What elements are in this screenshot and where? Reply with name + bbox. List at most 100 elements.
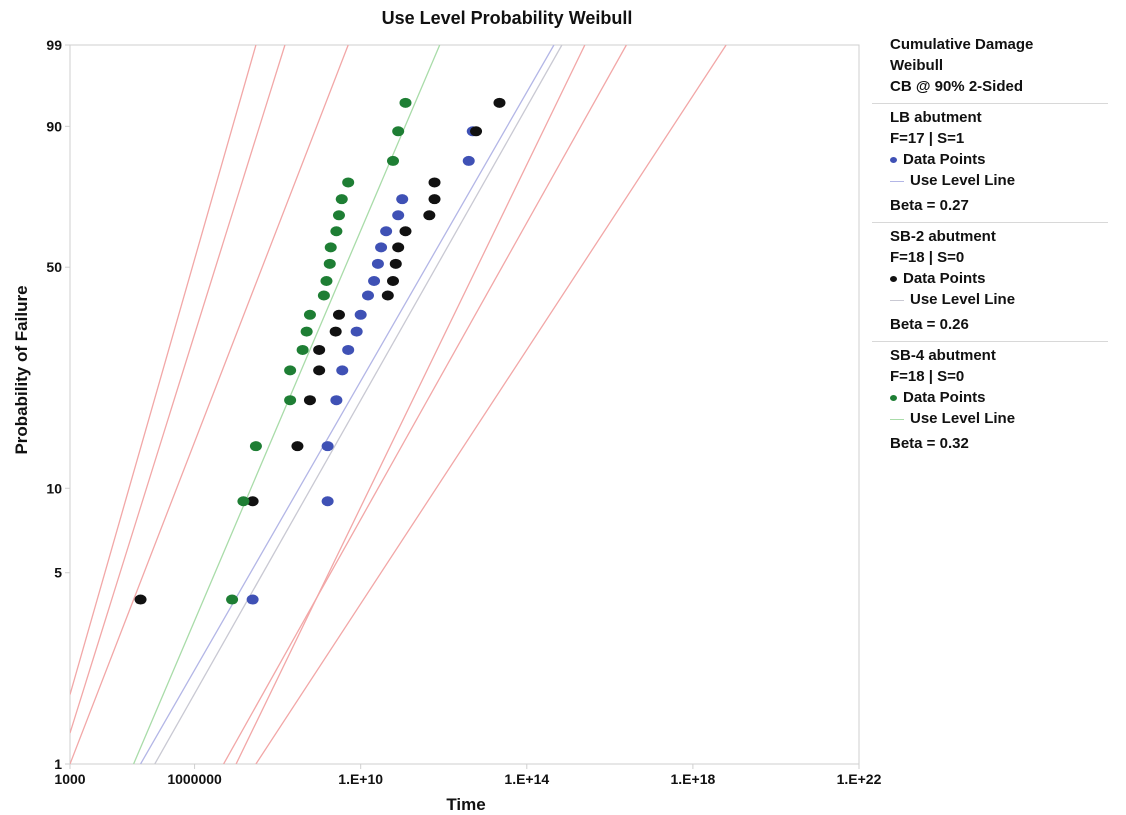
legend-line-icon xyxy=(890,418,904,420)
legend-header-line: Weibull xyxy=(890,57,944,74)
data-point xyxy=(380,226,393,237)
data-point xyxy=(291,441,304,452)
y-tick-label: 90 xyxy=(46,118,62,134)
legend-series-lb: LB abutment F=17 | S=1 Data Points Use L… xyxy=(872,104,1108,223)
data-point xyxy=(330,395,343,406)
y-tick-label: 50 xyxy=(46,259,62,275)
confidence-bound-line xyxy=(70,45,349,764)
data-point xyxy=(386,276,399,287)
legend-header-line: Cumulative Damage xyxy=(890,36,1034,53)
data-point xyxy=(332,210,345,221)
data-point xyxy=(303,309,316,320)
legend-series-stats: F=18 | S=0 xyxy=(890,368,965,385)
data-point xyxy=(284,365,297,376)
x-tick-label: 1000000 xyxy=(167,771,222,787)
data-point xyxy=(361,290,374,301)
data-point xyxy=(249,441,262,452)
legend-series-name: SB-4 abutment xyxy=(890,347,996,364)
data-point xyxy=(428,194,441,205)
use-level-line xyxy=(154,45,563,764)
data-point xyxy=(313,365,326,376)
y-tick-label: 5 xyxy=(54,565,62,581)
legend-header-line: CB @ 90% 2-Sided xyxy=(890,78,1023,95)
legend-line-label: Use Level Line xyxy=(910,410,1016,427)
data-point xyxy=(392,242,405,253)
confidence-bound-line xyxy=(255,45,727,764)
legend-line-entry: Use Level Line xyxy=(872,408,1108,429)
data-point xyxy=(354,309,367,320)
data-point xyxy=(350,326,363,337)
data-point xyxy=(323,258,336,269)
x-tick-label: 1.E+18 xyxy=(671,771,716,787)
data-point xyxy=(342,177,355,188)
data-point xyxy=(396,194,409,205)
data-point xyxy=(284,395,297,406)
data-point xyxy=(386,155,399,166)
x-axis-ticks: 1000 1000000 1.E+10 1.E+14 1.E+18 1.E+22 xyxy=(54,764,882,787)
data-point xyxy=(371,258,384,269)
data-point xyxy=(134,594,147,605)
x-axis-label: Time xyxy=(446,795,485,814)
legend-series-sb4: SB-4 abutment F=18 | S=0 Data Points Use… xyxy=(872,342,1108,460)
data-point xyxy=(329,326,342,337)
legend-series-stats: F=17 | S=1 xyxy=(890,130,965,147)
legend-beta: Beta = 0.27 xyxy=(890,197,969,214)
data-point xyxy=(300,326,313,337)
data-points xyxy=(134,97,506,605)
data-point xyxy=(320,276,333,287)
data-point xyxy=(296,344,309,355)
data-point xyxy=(303,395,316,406)
confidence-bound-line xyxy=(70,45,286,734)
legend-dot-icon xyxy=(890,395,897,402)
legend-line-icon xyxy=(890,180,904,182)
use-level-line xyxy=(132,45,441,764)
legend-line-label: Use Level Line xyxy=(910,172,1016,189)
legend-points-label: Data Points xyxy=(903,389,986,406)
data-point xyxy=(237,496,250,507)
y-tick-label: 99 xyxy=(46,37,62,53)
legend: Cumulative Damage Weibull CB @ 90% 2-Sid… xyxy=(872,30,1108,460)
legend-line-entry: Use Level Line xyxy=(872,170,1108,191)
use-level-line xyxy=(139,45,555,764)
data-point xyxy=(428,177,441,188)
data-point xyxy=(470,126,483,137)
data-point xyxy=(381,290,394,301)
y-axis-label: Probability of Failure xyxy=(12,285,31,454)
legend-points-label: Data Points xyxy=(903,270,986,287)
data-point xyxy=(336,365,349,376)
data-point xyxy=(375,242,388,253)
legend-beta: Beta = 0.32 xyxy=(890,435,969,452)
data-point xyxy=(335,194,348,205)
data-point xyxy=(399,97,412,108)
legend-beta: Beta = 0.26 xyxy=(890,316,969,333)
data-point xyxy=(321,496,334,507)
legend-line-entry: Use Level Line xyxy=(872,289,1108,310)
data-point xyxy=(246,594,259,605)
legend-points-entry: Data Points xyxy=(872,387,1108,408)
use-level-lines xyxy=(132,45,563,764)
legend-line-icon xyxy=(890,299,904,301)
confidence-bound-line xyxy=(235,45,586,764)
legend-series-name: LB abutment xyxy=(890,109,982,126)
x-tick-label: 1.E+10 xyxy=(338,771,383,787)
legend-points-entry: Data Points xyxy=(872,149,1108,170)
y-axis-ticks: 1 5 10 50 90 99 xyxy=(46,37,70,772)
chart-title: Use Level Probability Weibull xyxy=(382,8,633,28)
data-point xyxy=(317,290,330,301)
data-point xyxy=(226,594,239,605)
x-tick-label: 1.E+22 xyxy=(837,771,882,787)
data-point xyxy=(399,226,412,237)
legend-series-sb2: SB-2 abutment F=18 | S=0 Data Points Use… xyxy=(872,223,1108,342)
legend-series-name: SB-2 abutment xyxy=(890,228,996,245)
legend-header: Cumulative Damage Weibull CB @ 90% 2-Sid… xyxy=(872,30,1108,104)
legend-line-label: Use Level Line xyxy=(910,291,1016,308)
data-point xyxy=(321,441,334,452)
legend-points-entry: Data Points xyxy=(872,268,1108,289)
data-point xyxy=(332,309,345,320)
y-tick-label: 10 xyxy=(46,480,62,496)
data-point xyxy=(493,97,506,108)
data-point xyxy=(313,344,326,355)
confidence-bounds xyxy=(70,45,727,764)
data-point xyxy=(324,242,337,253)
